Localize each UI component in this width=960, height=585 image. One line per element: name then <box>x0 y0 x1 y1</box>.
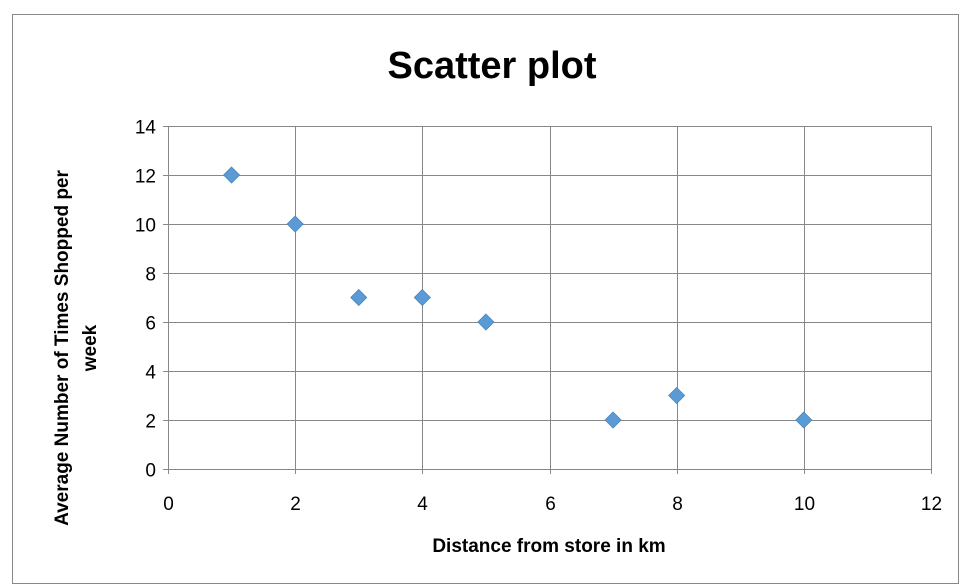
y-tick-label: 6 <box>145 314 156 335</box>
chart-frame <box>12 14 959 584</box>
chart-title: Scatter plot <box>387 45 596 87</box>
x-axis-label: Distance from store in km <box>432 536 665 557</box>
data-point <box>350 288 368 307</box>
data-point <box>413 288 431 307</box>
y-axis-label-line-1: Average Number of Times Shopped per <box>52 169 73 525</box>
x-tick-label: 2 <box>290 494 301 515</box>
x-tick-label: 12 <box>921 494 942 515</box>
y-tick-label: 4 <box>145 363 156 384</box>
data-point <box>223 166 241 184</box>
data-point <box>477 313 495 331</box>
data-points <box>223 166 813 429</box>
x-tick-label: 6 <box>545 494 556 515</box>
y-tick-label: 0 <box>145 461 156 482</box>
x-tick-label: 8 <box>672 494 683 515</box>
y-tick-label: 14 <box>135 118 157 139</box>
tick-labels: 0 2 4 6 8 10 12 14 0 2 4 6 8 10 12 <box>135 118 942 516</box>
data-point <box>795 411 813 429</box>
y-axis-label-line-2: week <box>80 324 101 372</box>
data-point <box>286 215 304 233</box>
y-tick-label: 8 <box>145 265 156 286</box>
y-tick-label: 2 <box>145 412 156 433</box>
x-tick-label: 10 <box>794 494 815 515</box>
grid <box>163 126 932 474</box>
data-point <box>604 411 622 429</box>
y-tick-label: 12 <box>135 167 156 188</box>
y-axis-label: Average Number of Times Shopped per week <box>52 169 101 525</box>
y-tick-label: 10 <box>135 216 156 237</box>
x-tick-label: 0 <box>163 494 174 515</box>
x-tick-label: 4 <box>417 494 428 515</box>
data-point <box>668 386 686 405</box>
